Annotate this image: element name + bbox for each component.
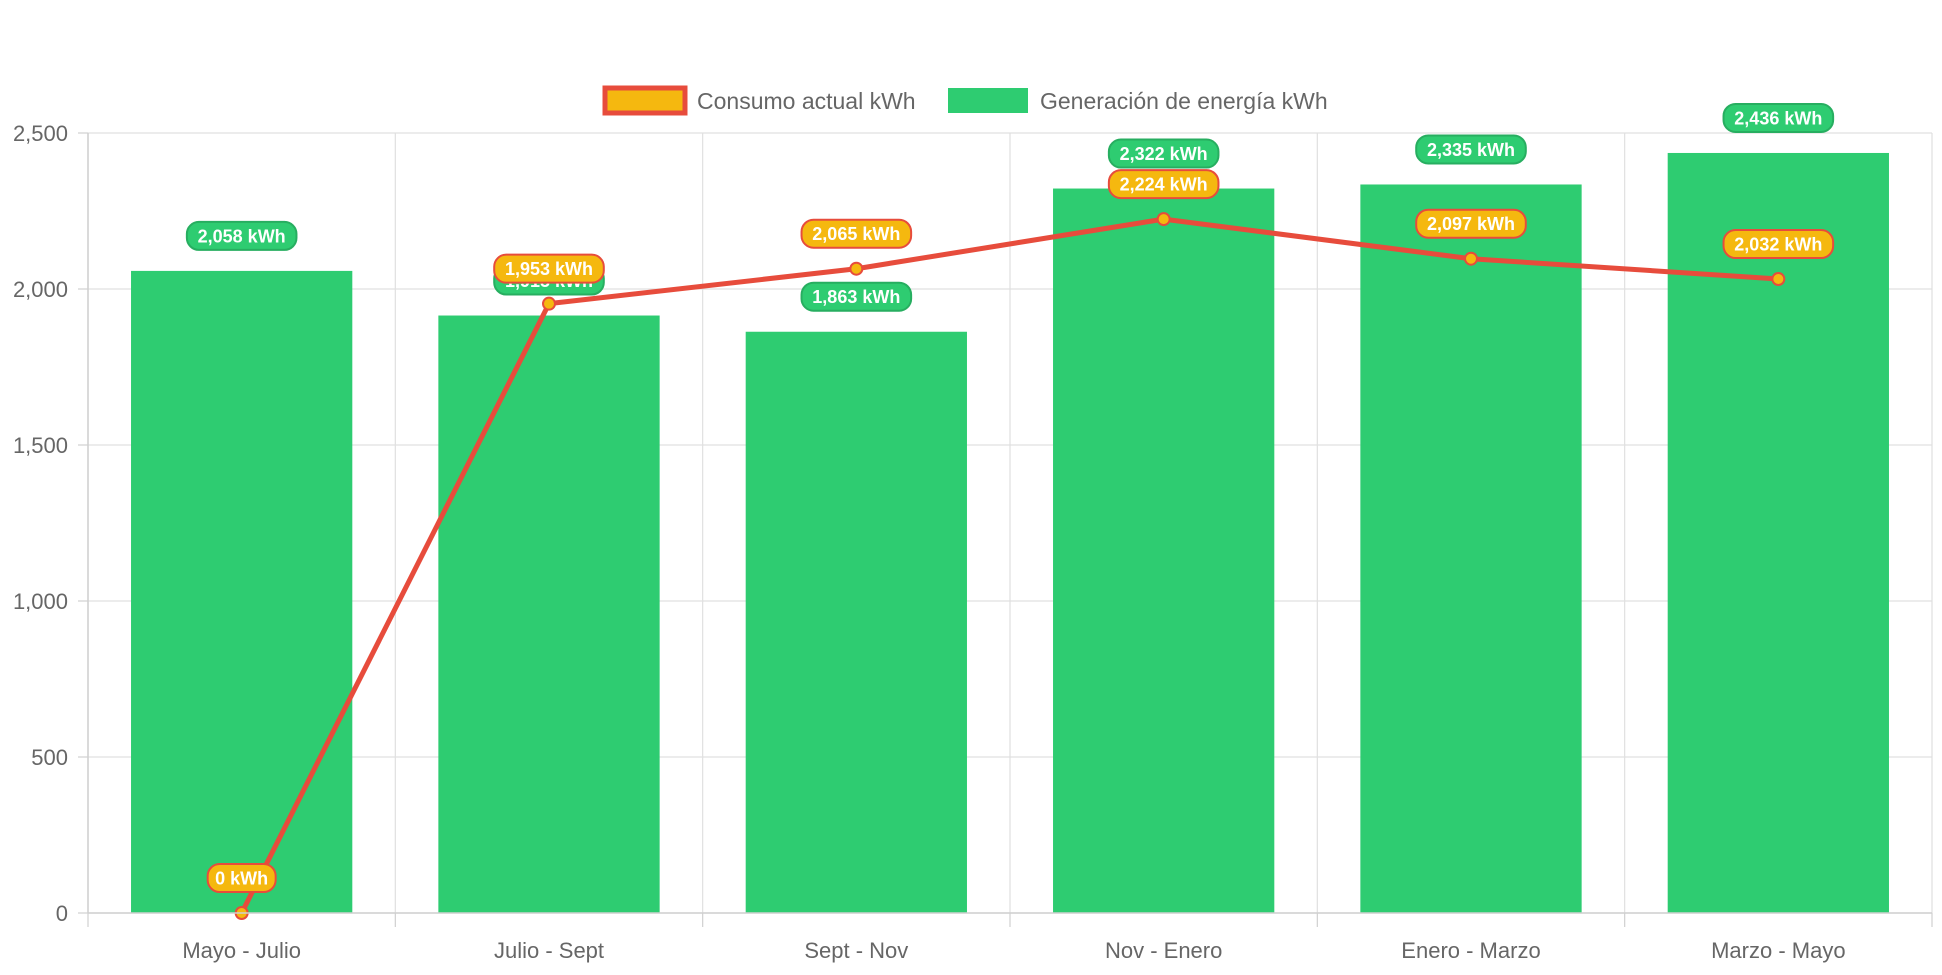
data-label-text: 2,065 kWh [812,224,900,244]
legend-item-generacion[interactable]: Generación de energía kWh [948,88,1328,114]
bar-generacion[interactable] [131,270,353,913]
point-consumo[interactable] [1464,251,1478,266]
data-label-text: 2,335 kWh [1427,140,1515,160]
data-label-box [206,863,277,893]
data-label-box [493,253,605,284]
bar-generacion[interactable] [1667,152,1889,913]
data-label-text: 2,322 kWh [1120,144,1208,164]
data-label-box [1107,138,1220,169]
line-value-label: 2,097 kWh [1415,208,1527,239]
point-consumo[interactable] [849,261,864,276]
bar-value-label: 2,058 kWh [185,220,298,251]
x-tick-label: Sept - Nov [804,938,908,963]
legend-swatch-consumo [602,85,688,116]
legend[interactable]: Consumo actual kWh Generación de energía … [602,85,1328,116]
y-tick-label: 1,000 [13,589,68,614]
line-value-label: 2,224 kWh [1107,169,1220,200]
legend-label-generacion: Generación de energía kWh [1040,88,1328,114]
data-label-box [1415,208,1527,239]
data-label-text: 2,097 kWh [1427,214,1515,234]
data-label-box [1722,229,1835,260]
y-tick-label: 1,500 [13,433,68,458]
x-tick-label: Mayo - Julio [182,938,301,963]
line-series [234,212,1786,920]
point-consumo[interactable] [1771,272,1786,287]
data-label-text: 2,436 kWh [1734,108,1822,128]
data-label-box [800,218,913,249]
bar-generacion[interactable] [1360,184,1582,914]
bar-generacion[interactable] [1053,188,1275,913]
grid [87,132,1933,914]
y-tick-label: 500 [31,745,68,770]
y-tick-label: 0 [56,901,68,926]
bar-value-label: 1,863 kWh [800,281,913,312]
legend-item-consumo[interactable]: Consumo actual kWh [602,85,916,116]
axes: 0 500 1,000 1,500 2,000 2,500 Mayo - Julio Juli… [13,121,1933,963]
bar-generacion[interactable] [745,331,967,913]
data-label-text: 2,058 kWh [198,226,286,246]
legend-swatch-generacion [948,88,1028,113]
y-tick-label: 2,500 [13,121,68,146]
line-consumo [239,216,1779,915]
bar-value-label: 2,335 kWh [1415,134,1527,165]
data-label-text: 1,953 kWh [505,259,593,279]
bar-generacion[interactable] [438,315,660,913]
line-value-label: 0 kWh [206,863,277,893]
data-label-box [1107,169,1220,200]
line-value-label: 2,065 kWh [800,218,913,249]
bar-value-label: 2,436 kWh [1722,102,1835,133]
x-tick-label: Enero - Marzo [1401,938,1540,963]
data-label-text: 0 kWh [215,869,268,889]
y-tick-label: 2,000 [13,277,68,302]
data-label-text: 2,032 kWh [1734,235,1822,255]
bar-value-label: 2,322 kWh [1107,138,1220,169]
data-label-text: 2,224 kWh [1120,175,1208,195]
point-consumo[interactable] [1156,212,1171,227]
data-label-box [800,281,913,312]
x-tick-label: Nov - Enero [1105,938,1222,963]
point-consumo[interactable] [542,296,556,311]
data-label-text: 1,863 kWh [812,287,900,307]
x-tick-label: Julio - Sept [494,938,604,963]
line-value-label: 2,032 kWh [1722,229,1835,260]
data-label-box [185,220,298,251]
data-label-box [1722,102,1835,133]
x-tick-label: Marzo - Mayo [1711,938,1845,963]
line-value-label: 1,953 kWh [493,253,605,284]
data-label-box [1415,134,1527,165]
legend-label-consumo: Consumo actual kWh [697,88,916,114]
bar-series [131,152,1889,914]
